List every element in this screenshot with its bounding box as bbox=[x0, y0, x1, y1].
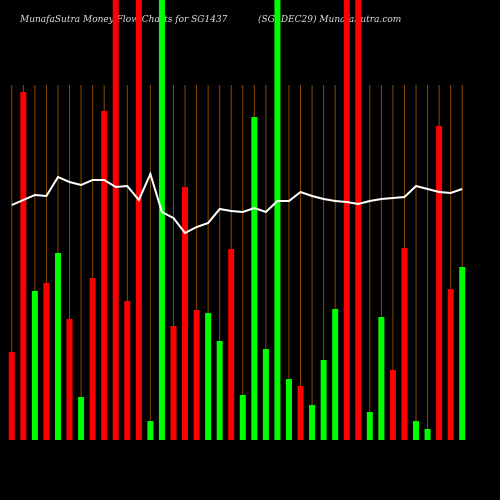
bar bbox=[389, 370, 396, 440]
bar bbox=[320, 360, 327, 440]
bar bbox=[158, 0, 165, 440]
bar bbox=[8, 352, 15, 440]
bar bbox=[447, 289, 454, 440]
bar bbox=[401, 248, 408, 440]
chart-title: MunafaSutra Money Flow Charts for SG1437 bbox=[19, 15, 228, 25]
bar bbox=[89, 278, 96, 440]
bar bbox=[20, 92, 27, 440]
bar bbox=[170, 326, 177, 440]
bar bbox=[436, 126, 443, 440]
bar bbox=[54, 253, 61, 440]
bar bbox=[355, 0, 362, 440]
bar bbox=[66, 319, 73, 440]
bar bbox=[31, 291, 38, 440]
bar bbox=[297, 386, 304, 440]
bar bbox=[285, 379, 292, 440]
bar bbox=[78, 397, 85, 440]
bar bbox=[332, 309, 339, 440]
bar bbox=[228, 249, 235, 440]
bar bbox=[43, 283, 50, 440]
chart-subtitle: (SGLDEC29) MunafaSutra.com bbox=[258, 14, 401, 25]
bar bbox=[101, 111, 108, 440]
bar bbox=[366, 412, 373, 440]
bar bbox=[424, 429, 431, 440]
bar bbox=[378, 317, 385, 440]
bar bbox=[343, 0, 350, 440]
bar bbox=[459, 267, 466, 440]
bar bbox=[239, 395, 246, 440]
bar bbox=[182, 187, 189, 440]
bar bbox=[309, 405, 316, 440]
bar bbox=[274, 0, 281, 440]
bar bbox=[112, 0, 119, 440]
bar bbox=[251, 117, 258, 440]
bar bbox=[205, 313, 212, 440]
bar bbox=[413, 421, 420, 440]
bar bbox=[147, 421, 154, 440]
bar bbox=[216, 341, 223, 440]
bar bbox=[193, 310, 200, 440]
bar bbox=[124, 301, 131, 440]
bar bbox=[135, 0, 142, 440]
bar bbox=[262, 349, 269, 440]
price-line bbox=[11, 171, 463, 235]
